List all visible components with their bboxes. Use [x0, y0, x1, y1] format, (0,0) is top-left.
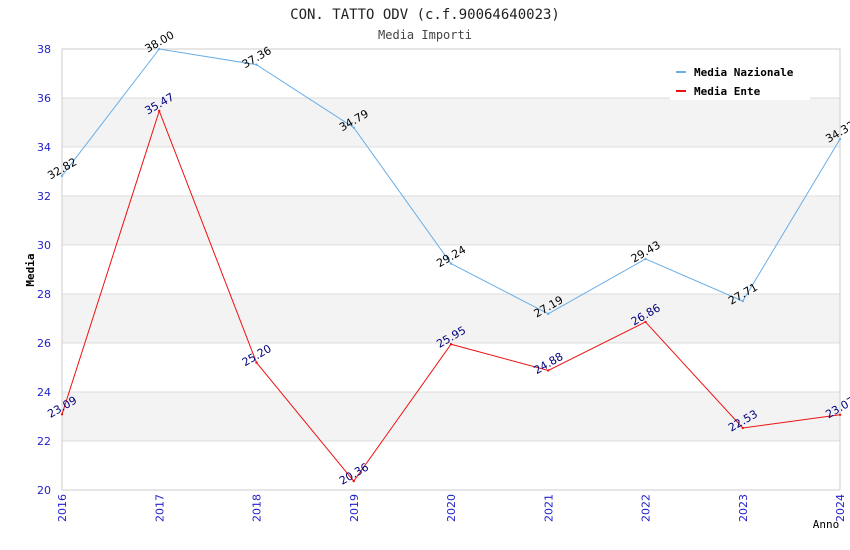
legend-box: [670, 60, 810, 100]
x-tick-label: 2018: [251, 494, 264, 522]
data-point: [741, 299, 744, 303]
legend-label: Media Nazionale: [694, 66, 794, 79]
data-point: [644, 257, 647, 261]
y-tick-label: 26: [37, 337, 51, 350]
x-tick-label: 2019: [348, 494, 361, 522]
y-axis-ticks: 20 22 24 26 28 30 32 34 36 38: [37, 43, 51, 497]
chart-subtitle: Media Importi: [378, 28, 472, 42]
y-tick-label: 24: [37, 386, 51, 399]
data-point: [255, 63, 258, 66]
data-point: [158, 109, 161, 113]
y-tick-label: 36: [37, 92, 51, 105]
data-point: [60, 413, 64, 416]
data-point: [60, 174, 64, 178]
background-band: [62, 294, 840, 343]
y-tick-label: 22: [37, 435, 51, 448]
data-point: [547, 369, 550, 372]
data-point: [449, 343, 453, 346]
data-point: [352, 479, 355, 483]
data-point: [644, 320, 647, 324]
data-label: 20.36: [337, 461, 371, 488]
y-tick-label: 30: [37, 239, 51, 252]
background-band: [62, 196, 840, 245]
data-label: 37.36: [240, 44, 274, 71]
series-group: [60, 47, 842, 483]
legend-label: Media Ente: [694, 85, 761, 98]
x-axis-label: Anno: [813, 518, 840, 531]
data-point: [741, 426, 744, 430]
data-point: [838, 137, 842, 141]
data-point: [449, 262, 453, 265]
background-bands: [62, 98, 840, 441]
x-tick-label: 2024: [834, 494, 847, 522]
y-tick-label: 34: [37, 141, 51, 154]
y-tick-label: 38: [37, 43, 51, 56]
x-tick-label: 2016: [56, 494, 69, 522]
data-point: [838, 413, 842, 416]
y-tick-label: 28: [37, 288, 51, 301]
background-band: [62, 392, 840, 441]
chart-title: CON. TATTO ODV (c.f.90064640023): [290, 7, 560, 23]
y-tick-label: 32: [37, 190, 51, 203]
x-tick-label: 2020: [445, 494, 458, 522]
data-point: [158, 47, 161, 51]
data-label: 24.88: [532, 350, 566, 377]
background-band: [62, 98, 840, 147]
x-tick-label: 2017: [153, 494, 166, 522]
x-axis-ticks: 2016 2017 2018 2019 2020 2021 2022 2023 2024: [56, 494, 847, 522]
x-tick-label: 2022: [640, 494, 653, 522]
x-tick-label: 2023: [737, 494, 750, 522]
y-axis-label: Media: [24, 253, 37, 286]
data-label: 25.20: [240, 342, 274, 369]
data-point: [255, 361, 258, 364]
y-tick-label: 20: [37, 484, 51, 497]
data-point: [352, 126, 355, 129]
plot-frame: [61, 48, 841, 491]
x-tick-label: 2021: [542, 494, 555, 522]
legend: Media Nazionale Media Ente: [670, 60, 810, 100]
data-point: [547, 312, 550, 316]
